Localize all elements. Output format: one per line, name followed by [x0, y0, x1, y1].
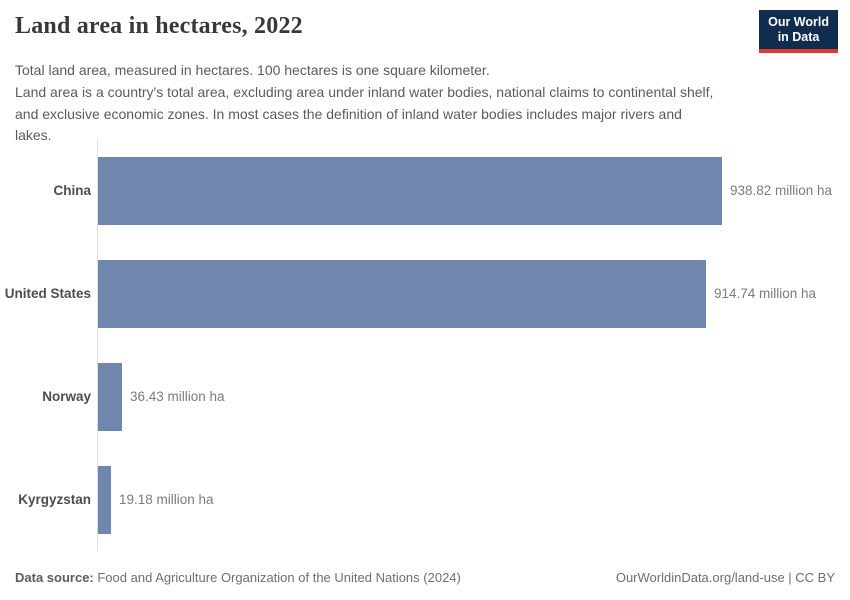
owid-url-license-link[interactable]: OurWorldinData.org/land-use | CC BY — [615, 570, 835, 585]
bar-row: China 938.82 million ha — [0, 139, 850, 242]
owid-logo[interactable]: Our World in Data — [759, 10, 838, 53]
value-label: 938.82 million ha — [730, 183, 833, 198]
chart-title: Land area in hectares, 2022 — [15, 13, 303, 39]
category-label: Kyrgyzstan — [18, 492, 91, 507]
category-label: United States — [4, 286, 91, 301]
chart-subtitle: Total land area, measured in hectares. 1… — [15, 62, 714, 144]
bar-norway[interactable] — [98, 362, 122, 431]
footer: Data source: Food and Agriculture Organi… — [15, 570, 835, 585]
bar-row: Norway 36.43 million ha — [0, 345, 850, 448]
bar-row: United States 914.74 million ha — [0, 242, 850, 345]
bar-row: Kyrgyzstan 19.18 million ha — [0, 448, 850, 551]
bar-chart: China 938.82 million ha United States 914.7… — [0, 139, 850, 551]
owid-logo-line1: Our World — [768, 15, 829, 29]
owid-logo-line2: in Data — [777, 30, 820, 44]
data-source-label: Data source: — [15, 570, 94, 585]
data-source-note: Data source: Food and Agriculture Organi… — [15, 570, 461, 585]
value-label: 914.74 million ha — [714, 286, 817, 301]
bar-rows: China 938.82 million ha United States 914.7… — [0, 139, 850, 551]
value-label: 36.43 million ha — [130, 389, 225, 404]
bar-china[interactable] — [98, 156, 722, 225]
bar-united-states[interactable] — [98, 259, 706, 328]
data-source-text: Food and Agriculture Organization of the… — [93, 570, 461, 585]
category-label: China — [53, 183, 91, 198]
bar-kyrgyzstan[interactable] — [98, 465, 111, 534]
y-axis-line — [97, 139, 98, 551]
value-label: 19.18 million ha — [119, 492, 214, 507]
category-label: Norway — [42, 389, 91, 404]
